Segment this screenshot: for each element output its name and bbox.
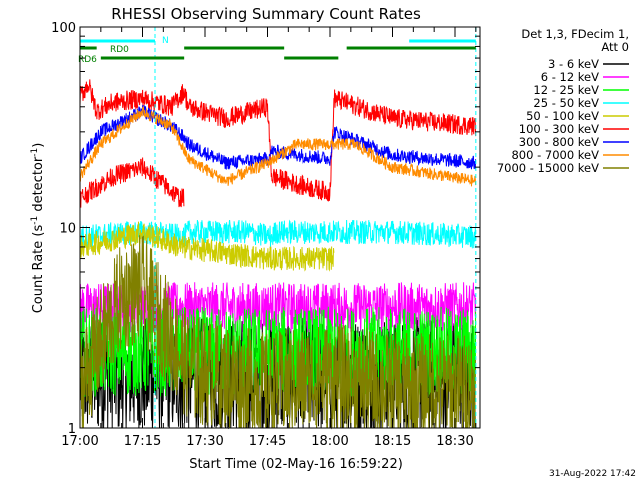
- flag-rd0-label: RD0: [110, 45, 129, 55]
- x-tick-label-17-00: 17:00: [61, 434, 98, 449]
- legend-label-800-7000-kev: 800 - 7000 keV: [511, 148, 599, 162]
- y-axis: 1 10 100: [51, 21, 480, 437]
- series-12-25-kev-line: [79, 306, 477, 397]
- y-tick-label-10: 10: [59, 222, 76, 237]
- x-axis-label: Start Time (02-May-16 16:59:22): [189, 457, 403, 472]
- series-25-50-kev-line: [79, 219, 477, 249]
- x-tick-label-17-30: 17:30: [186, 434, 223, 449]
- series-100-300-kev-line: [79, 79, 477, 202]
- footer-date: 31-Aug-2022 17:42: [549, 469, 636, 479]
- legend-label-25-50-kev: 25 - 50 keV: [533, 96, 599, 110]
- y-tick-label-1: 1: [68, 422, 76, 437]
- legend-label-100-300-kev: 100 - 300 keV: [519, 122, 599, 136]
- series-50-100-kev-line: [79, 221, 335, 272]
- x-tick-label-18-30: 18:30: [436, 434, 473, 449]
- y-axis-label-part-e: ): [31, 143, 46, 148]
- x-tick-label-18-15: 18:15: [374, 434, 411, 449]
- x-tick-label-17-15: 17:15: [124, 434, 161, 449]
- legend-header-line-0: Det 1,3, FDecim 1,: [521, 27, 629, 41]
- series-red-lower-band-line: [79, 157, 185, 208]
- legend-label-50-100-kev: 50 - 100 keV: [526, 109, 599, 123]
- legend-label-12-25-kev: 12 - 25 keV: [533, 83, 599, 97]
- legend-header-line-1: Att 0: [601, 40, 629, 54]
- flag-n-label: N: [162, 36, 169, 46]
- flag-rd6-label: RD6: [78, 55, 97, 65]
- y-tick-label-100: 100: [51, 21, 76, 36]
- series-800-7000-kev-line: [79, 106, 477, 187]
- legend-label-3-6-kev: 3 - 6 keV: [548, 57, 599, 71]
- legend-label-6-12-kev: 6 - 12 keV: [541, 70, 599, 84]
- x-tick-label-18-00: 18:00: [311, 434, 348, 449]
- y-axis-label-part-c: detector: [31, 156, 46, 216]
- series-7000-15000-kev-line: [79, 235, 477, 429]
- legend-label-300-800-kev: 300 - 800 keV: [519, 135, 599, 149]
- x-axis: 17:00 17:15 17:30 17:45 18:00 18:15 18:30: [61, 27, 477, 449]
- y-axis-label-sup-2: -1: [30, 148, 40, 157]
- y-axis-label-part-a: Count Rate (s: [31, 225, 46, 314]
- x-tick-label-17-45: 17:45: [249, 434, 286, 449]
- plot-area: N RD0 RD6: [78, 27, 477, 430]
- y-axis-label: Count Rate (s-1 detector-1): [30, 143, 46, 314]
- chart-title: RHESSI Observing Summary Count Rates: [111, 5, 421, 23]
- y-axis-label-sup-1: -1: [30, 216, 40, 225]
- legend-label-7000-15000-kev: 7000 - 15000 keV: [497, 161, 599, 175]
